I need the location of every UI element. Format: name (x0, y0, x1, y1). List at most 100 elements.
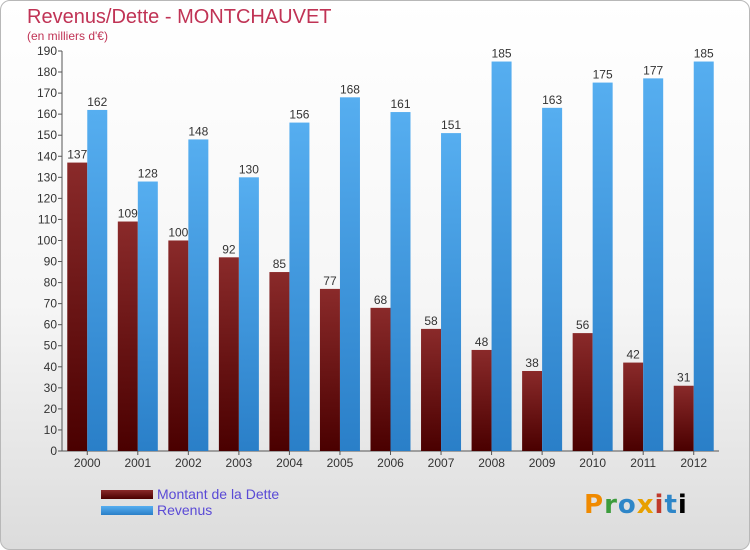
bar-revenus (87, 109, 108, 452)
bar-dette (623, 362, 644, 451)
bar-revenus (643, 78, 664, 452)
logo-letter: o (617, 490, 637, 520)
x-tick-label: 2012 (680, 456, 707, 470)
y-tick-label: 60 (44, 318, 58, 332)
bar-revenus (238, 177, 259, 451)
data-label-dette: 56 (576, 318, 590, 332)
data-label-dette: 109 (118, 207, 138, 221)
data-label-revenus: 130 (239, 162, 259, 176)
bar-dette (168, 240, 189, 451)
data-label-revenus: 161 (390, 97, 410, 111)
x-tick-label: 2006 (377, 456, 404, 470)
legend-label-debt: Montant de la Dette (157, 486, 280, 502)
y-tick-label: 0 (50, 444, 57, 458)
y-tick-label: 40 (44, 360, 58, 374)
bar-revenus (289, 122, 310, 451)
proxiti-logo: Proxiti (584, 490, 688, 520)
data-label-dette: 31 (677, 371, 691, 385)
bar-dette (421, 328, 442, 451)
legend-swatch-revenus (101, 506, 153, 515)
y-tick-label: 180 (37, 65, 57, 79)
y-tick-label: 190 (37, 44, 57, 58)
bar-dette (319, 288, 340, 451)
y-tick-label: 90 (44, 255, 58, 269)
bar-revenus (137, 181, 158, 452)
data-label-dette: 68 (374, 293, 388, 307)
bar-revenus (693, 61, 714, 452)
data-label-revenus: 128 (138, 167, 158, 181)
logo-letter: i (654, 490, 665, 520)
data-label-revenus: 156 (289, 108, 309, 122)
y-tick-label: 20 (44, 402, 58, 416)
legend-label-revenus: Revenus (157, 502, 213, 518)
bar-revenus (542, 107, 563, 451)
bar-dette (471, 349, 492, 451)
data-label-revenus: 177 (643, 63, 663, 77)
data-label-dette: 42 (627, 348, 641, 362)
y-tick-label: 110 (38, 212, 57, 226)
data-label-revenus: 162 (87, 95, 107, 109)
x-tick-label: 2008 (478, 456, 505, 470)
bar-dette (269, 272, 290, 451)
x-tick-label: 2001 (124, 456, 151, 470)
data-label-dette: 77 (323, 274, 337, 288)
bar-dette (67, 162, 88, 451)
x-tick-label: 2009 (529, 456, 556, 470)
chart-title: Revenus/Dette - MONTCHAUVET (27, 6, 332, 28)
data-label-dette: 100 (168, 225, 188, 239)
x-tick-label: 2004 (276, 456, 303, 470)
x-tick-label: 2002 (175, 456, 202, 470)
bar-dette (572, 333, 593, 451)
bar-revenus (592, 82, 613, 451)
y-tick-label: 160 (37, 107, 57, 121)
bar-dette (218, 257, 239, 451)
data-label-dette: 58 (424, 314, 438, 328)
y-tick-label: 120 (37, 191, 57, 205)
y-tick-label: 100 (37, 233, 57, 247)
data-label-revenus: 175 (593, 68, 613, 82)
bar-revenus (441, 133, 462, 451)
legend-swatch-debt (101, 490, 153, 499)
data-label-revenus: 185 (492, 47, 512, 61)
x-tick-label: 2003 (226, 456, 253, 470)
bar-revenus (188, 139, 209, 451)
data-label-dette: 92 (222, 242, 236, 256)
logo-letter: r (604, 490, 618, 520)
bar-revenus (491, 61, 512, 452)
x-tick-label: 2007 (428, 456, 455, 470)
y-tick-label: 80 (44, 276, 58, 290)
x-tick-label: 2011 (630, 456, 656, 470)
data-label-revenus: 168 (340, 82, 360, 96)
data-label-revenus: 163 (542, 93, 562, 107)
bar-revenus (390, 112, 411, 451)
bar-dette (370, 307, 391, 451)
y-tick-label: 70 (44, 297, 58, 311)
y-tick-label: 170 (37, 86, 57, 100)
y-tick-label: 140 (37, 149, 57, 163)
data-label-dette: 48 (475, 335, 489, 349)
data-label-revenus: 148 (188, 124, 208, 138)
bar-dette (673, 385, 694, 451)
y-tick-label: 50 (44, 339, 58, 353)
x-tick-label: 2000 (74, 456, 101, 470)
y-tick-label: 10 (44, 423, 58, 437)
x-tick-label: 2010 (579, 456, 606, 470)
y-tick-label: 150 (37, 128, 57, 142)
logo-letter: P (584, 490, 605, 520)
data-label-dette: 85 (273, 257, 287, 271)
bar-dette (117, 221, 138, 451)
bar-dette (522, 371, 543, 451)
bar-revenus (339, 97, 360, 451)
data-label-dette: 38 (525, 356, 539, 370)
x-tick-label: 2005 (327, 456, 354, 470)
data-label-dette: 137 (67, 148, 87, 162)
data-label-revenus: 151 (441, 118, 461, 132)
logo-letter: x (636, 490, 655, 520)
logo-letter: i (677, 490, 688, 520)
chart-subtitle: (en milliers d'€) (27, 29, 108, 43)
y-tick-label: 30 (44, 381, 58, 395)
logo-letter: t (664, 490, 678, 520)
y-tick-label: 130 (37, 170, 57, 184)
